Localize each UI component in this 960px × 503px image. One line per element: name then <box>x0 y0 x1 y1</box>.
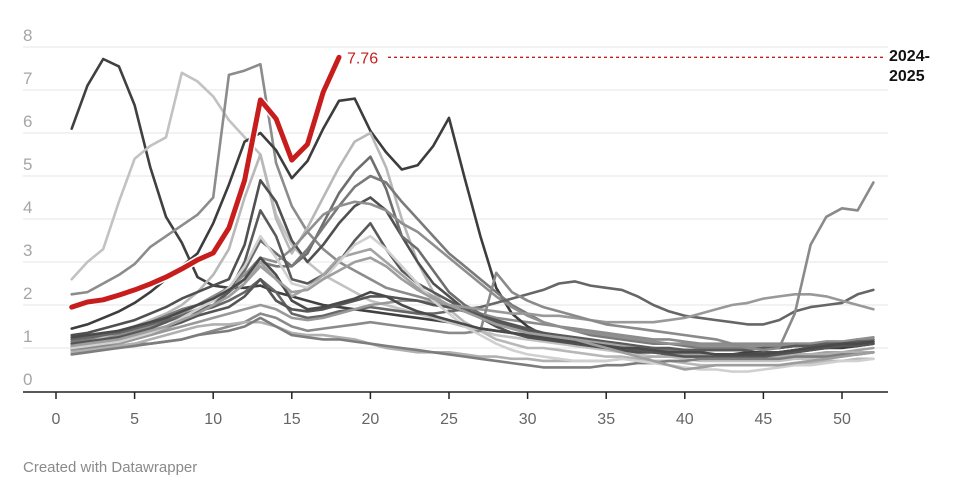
series-line-season-q <box>70 316 875 369</box>
x-tick-label: 30 <box>519 411 537 428</box>
y-tick-label: 4 <box>23 198 32 217</box>
highlight-line-halo <box>67 53 343 312</box>
y-tick-label: 1 <box>23 327 32 346</box>
y-tick-label: 3 <box>23 241 32 260</box>
x-tick-label: 0 <box>52 411 61 428</box>
x-tick-label: 35 <box>597 411 615 428</box>
series-line-season-s <box>70 256 875 356</box>
y-tick-label: 7 <box>23 69 32 88</box>
series-line-season-m <box>70 292 875 352</box>
x-tick-label: 45 <box>755 411 773 428</box>
y-tick-label: 5 <box>23 155 32 174</box>
x-tick-label: 5 <box>130 411 139 428</box>
y-tick-label: 8 <box>23 26 32 45</box>
series-line-season-b <box>70 71 875 363</box>
series-line-season-r <box>70 234 875 373</box>
x-tick-label: 50 <box>833 411 851 428</box>
series-line-season-g <box>70 155 875 352</box>
y-tick-label: 2 <box>23 284 32 303</box>
annotation-value: 7.76 <box>347 50 378 67</box>
series-line-season-t <box>70 256 875 371</box>
x-axis: 0 5 10 15 20 25 30 35 40 45 50 <box>23 391 888 428</box>
footer-credit: Created with Datawrapper <box>23 459 198 476</box>
y-axis-labels: 0 1 2 3 4 5 6 7 8 <box>23 26 32 389</box>
x-tick-label: 40 <box>676 411 694 428</box>
x-tick-label: 20 <box>362 411 380 428</box>
y-tick-label: 6 <box>23 112 32 131</box>
x-tick-label: 10 <box>204 411 222 428</box>
x-tick-label: 15 <box>283 411 301 428</box>
highlight-series-2024-2025 <box>67 53 343 312</box>
season-series <box>70 57 875 373</box>
y-tick-label: 0 <box>23 370 32 389</box>
highlight-line <box>69 54 342 310</box>
highlight-season-label: 2024- 2025 <box>889 48 930 85</box>
x-tick-label: 25 <box>440 411 458 428</box>
highlight-annotation: 7.76 <box>347 50 886 67</box>
